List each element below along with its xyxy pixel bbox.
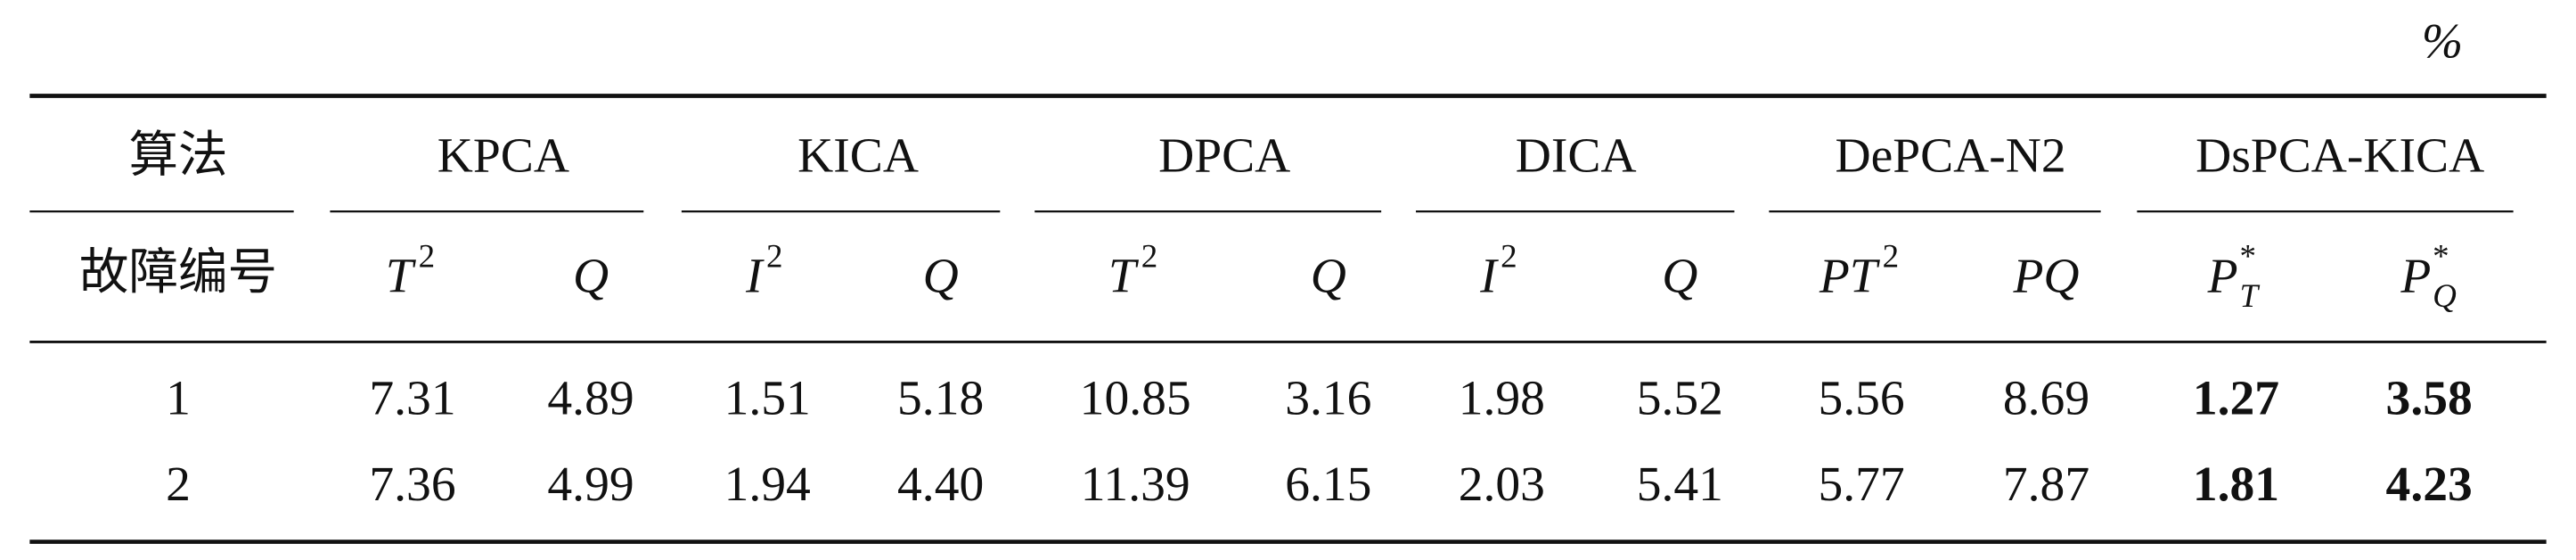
column-header-sup: 2 bbox=[1141, 238, 1158, 275]
group-header: KPCA bbox=[438, 128, 569, 183]
cell: 8.69 bbox=[2003, 371, 2089, 426]
cell: 1.81 bbox=[2193, 457, 2279, 512]
cell: 4.23 bbox=[2386, 457, 2473, 512]
column-header-sup: * bbox=[2433, 238, 2449, 275]
column-header: Q bbox=[573, 249, 609, 304]
column-header-sup: 2 bbox=[1883, 238, 1900, 275]
column-header-sub: T bbox=[2239, 278, 2260, 315]
cell: 2.03 bbox=[1459, 457, 1545, 512]
cell: 4.99 bbox=[547, 457, 634, 512]
column-header: T bbox=[386, 249, 417, 304]
cell: 5.56 bbox=[1818, 371, 1904, 426]
cell: 1.51 bbox=[724, 371, 811, 426]
cell: 1.94 bbox=[724, 457, 811, 512]
row-id: 1 bbox=[166, 371, 191, 426]
column-header: P bbox=[2400, 249, 2431, 304]
column-header-sup: * bbox=[2239, 238, 2256, 275]
column-header: Q bbox=[1311, 249, 1346, 304]
column-header: T bbox=[1108, 249, 1140, 304]
column-header: Q bbox=[1662, 249, 1697, 304]
unit-label: % bbox=[2422, 14, 2463, 70]
cell: 3.16 bbox=[1285, 371, 1371, 426]
cell: 3.58 bbox=[2386, 371, 2473, 426]
column-header: PT bbox=[1819, 249, 1881, 304]
group-header: DePCA-N2 bbox=[1835, 128, 2065, 183]
group-header: DPCA bbox=[1158, 128, 1290, 183]
row-header: 算法 bbox=[128, 128, 227, 183]
column-header: Q bbox=[923, 249, 959, 304]
cell: 5.52 bbox=[1637, 371, 1723, 426]
cell: 5.18 bbox=[897, 371, 984, 426]
cell: 7.31 bbox=[369, 371, 455, 426]
row-id: 2 bbox=[166, 457, 191, 512]
cell: 7.87 bbox=[2003, 457, 2089, 512]
column-header-sup: 2 bbox=[1501, 238, 1517, 275]
cell: 10.85 bbox=[1080, 371, 1191, 426]
column-header-sup: 2 bbox=[766, 238, 783, 275]
column-header: PQ bbox=[2012, 249, 2079, 304]
cell: 6.15 bbox=[1285, 457, 1371, 512]
cell: 1.98 bbox=[1459, 371, 1545, 426]
cell: 1.27 bbox=[2193, 371, 2279, 426]
cell: 4.89 bbox=[547, 371, 634, 426]
column-header-sub: Q bbox=[2433, 278, 2457, 315]
group-header: DsPCA-KICA bbox=[2196, 128, 2484, 183]
column-header: I bbox=[745, 249, 765, 304]
cell: 5.77 bbox=[1818, 457, 1904, 512]
cell: 5.41 bbox=[1637, 457, 1723, 512]
column-header-sup: 2 bbox=[419, 238, 436, 275]
column-header: I bbox=[1479, 249, 1499, 304]
column-header: P bbox=[2207, 249, 2238, 304]
row-header: 故障编号 bbox=[79, 245, 277, 301]
cell: 4.40 bbox=[897, 457, 984, 512]
cell: 11.39 bbox=[1081, 457, 1190, 512]
cell: 7.36 bbox=[369, 457, 455, 512]
group-header: DICA bbox=[1516, 128, 1637, 183]
group-header: KICA bbox=[797, 128, 919, 183]
